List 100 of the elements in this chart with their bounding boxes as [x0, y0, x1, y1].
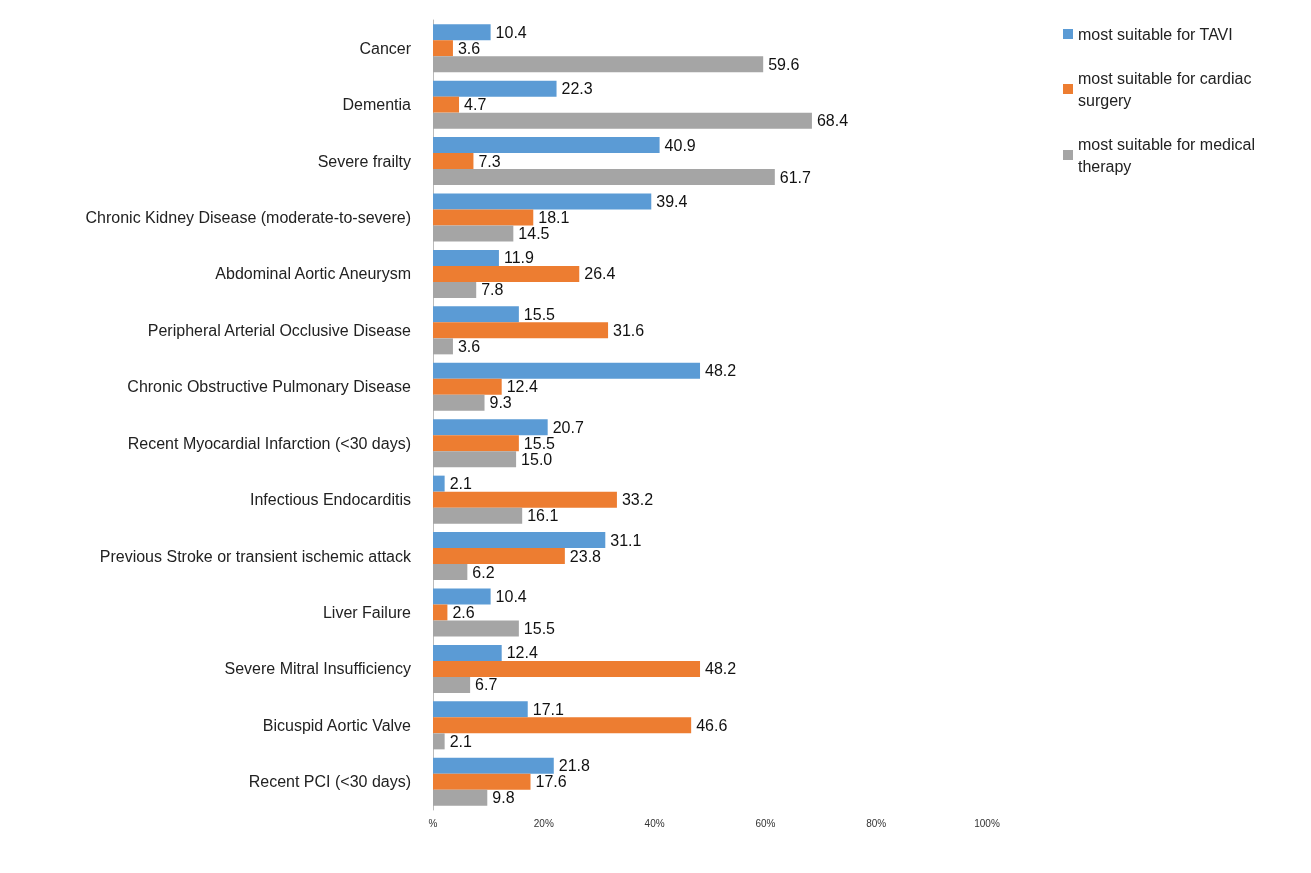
legend-label: most suitable for cardiac surgery: [1078, 69, 1256, 109]
bar: [433, 281, 477, 298]
y-tick-label: Previous Stroke or transient ischemic attack: [99, 547, 412, 565]
bar: [433, 24, 491, 41]
data-label: 2.6: [452, 604, 475, 621]
bar: [433, 620, 519, 637]
data-label: 48.2: [705, 362, 737, 380]
data-label: 11.9: [503, 249, 534, 267]
y-tick-label: Dementia: [342, 96, 412, 114]
y-tick-label: Chronic Kidney Disease (moderate-to-severe): [85, 209, 411, 226]
bar: [433, 153, 474, 170]
data-label: 23.8: [569, 547, 602, 565]
bar: [433, 701, 528, 718]
bar: [433, 362, 701, 379]
data-label: 18.1: [538, 209, 570, 226]
bar: [433, 306, 519, 323]
x-tick-label: %: [428, 817, 438, 829]
data-label: 33.2: [621, 491, 654, 509]
data-label: 61.7: [779, 168, 812, 186]
y-tick-label: Infectious Endocarditis: [250, 491, 411, 509]
legend-label: most suitable for medical therapy: [1078, 135, 1260, 175]
x-tick-label: 20%: [533, 817, 554, 829]
data-label: 17.1: [532, 700, 564, 718]
data-label: 6.7: [475, 676, 498, 694]
bar: [433, 676, 471, 693]
bar: [433, 209, 534, 226]
data-label: 3.6: [457, 39, 481, 57]
y-tick-label: Cancer: [359, 39, 412, 57]
data-label: 40.9: [664, 136, 696, 154]
data-label: 26.4: [584, 265, 616, 283]
bar: [433, 40, 453, 57]
data-label: 17.6: [535, 773, 567, 791]
bar: [433, 419, 548, 436]
data-label: 15.0: [521, 450, 553, 468]
data-label: 10.4: [495, 23, 527, 41]
data-label: 15.5: [523, 434, 556, 452]
bar: [433, 475, 445, 492]
bar: [433, 532, 606, 549]
y-tick-label: Chronic Obstructive Pulmonary Disease: [127, 378, 412, 396]
data-label: 10.4: [495, 588, 527, 605]
bar: [433, 322, 609, 339]
x-tick-label: 80%: [866, 817, 887, 829]
y-tick-label: Severe Mitral Insufficiency: [224, 660, 411, 678]
bar: [433, 548, 565, 565]
data-label: 12.4: [506, 378, 538, 396]
data-label: 9.3: [489, 394, 512, 412]
data-label: 12.4: [506, 644, 538, 662]
data-label: 2.1: [449, 732, 472, 750]
bar: [433, 644, 502, 661]
bar: [433, 249, 499, 266]
data-label: 59.6: [768, 55, 800, 73]
bar: [433, 96, 460, 113]
data-label: 2.1: [449, 475, 472, 493]
data-label: 16.1: [527, 507, 559, 525]
data-label: 31.6: [613, 321, 645, 339]
data-label: 3.6: [457, 337, 481, 355]
x-tick-label: 100%: [974, 817, 1000, 829]
bar: [433, 435, 519, 452]
bar: [433, 193, 652, 210]
bar: [433, 604, 448, 621]
bar: [433, 338, 453, 355]
data-label: 39.4: [656, 193, 688, 210]
data-label: 15.5: [523, 620, 556, 637]
data-label: 22.3: [561, 80, 593, 98]
bar: [433, 265, 580, 282]
data-label: 7.8: [481, 281, 504, 299]
y-tick-label: Recent Myocardial Infarction (<30 days): [127, 434, 411, 452]
y-tick-label: Recent PCI (<30 days): [248, 773, 411, 791]
bar: [433, 564, 468, 581]
data-label: 9.8: [492, 789, 515, 807]
bar: [433, 717, 692, 734]
data-label: 7.3: [478, 152, 501, 170]
bar: [433, 491, 617, 508]
bar: [433, 789, 488, 806]
legend-label: most suitable for TAVI: [1078, 25, 1233, 43]
bar: [433, 169, 775, 186]
data-label: 46.6: [696, 716, 728, 734]
data-label: 68.4: [816, 112, 849, 130]
bar: [433, 757, 554, 774]
bar: [433, 660, 701, 677]
data-label: 48.2: [705, 660, 737, 678]
y-tick-label: Severe frailty: [317, 152, 411, 170]
bar: [433, 378, 502, 395]
y-tick-label: Peripheral Arterial Occlusive Disease: [147, 321, 412, 339]
data-label: 21.8: [558, 757, 591, 775]
bar: [433, 137, 660, 154]
data-label: 14.5: [518, 225, 550, 242]
data-label: 4.7: [464, 96, 487, 114]
data-label: 31.1: [610, 531, 642, 549]
bar: [433, 394, 485, 411]
x-tick-label: 40%: [644, 817, 665, 829]
bar: [433, 588, 491, 605]
bar: [433, 733, 445, 750]
bar: [433, 451, 517, 468]
y-tick-label: Abdominal Aortic Aneurysm: [215, 265, 411, 283]
bar: [433, 507, 523, 524]
bar: [433, 56, 764, 73]
x-tick-label: 60%: [755, 817, 776, 829]
bar: [433, 773, 531, 790]
bar: [433, 225, 514, 242]
